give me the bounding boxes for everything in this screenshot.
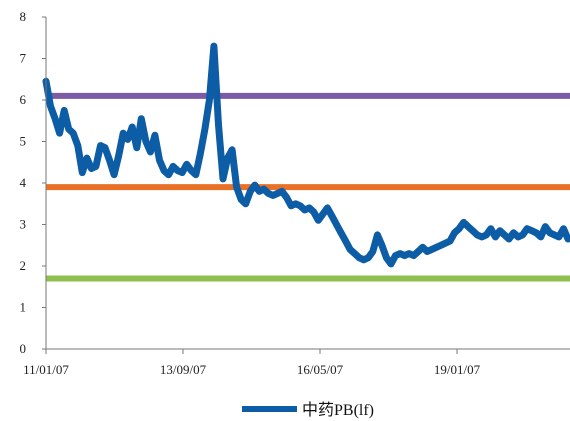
y-tick-label: 3: [20, 217, 27, 232]
y-tick-label: 4: [20, 175, 27, 190]
legend-label: 中药PB(lf): [302, 401, 374, 419]
x-tick-label: 19/01/07: [434, 362, 481, 377]
series-line-pb: [42, 42, 570, 268]
y-tick-label: 6: [20, 92, 27, 107]
y-tick-label: 8: [20, 9, 27, 24]
y-tick-label: 7: [20, 51, 27, 66]
x-tick-label: 16/05/07: [297, 362, 344, 377]
y-tick-label: 0: [20, 341, 27, 356]
legend: 中药PB(lf): [242, 401, 374, 419]
x-axis-ticks: 11/01/07 13/09/07 16/05/07 19/01/07: [23, 349, 481, 377]
y-tick-label: 2: [20, 258, 27, 273]
y-tick-label: 1: [20, 300, 27, 315]
reference-lines: [46, 92, 570, 282]
y-axis-ticks: 0 1 2 3 4 5 6 7 8: [20, 9, 46, 356]
y-tick-label: 5: [20, 134, 27, 149]
x-tick-label: 11/01/07: [23, 362, 69, 377]
x-tick-label: 13/09/07: [160, 362, 207, 377]
